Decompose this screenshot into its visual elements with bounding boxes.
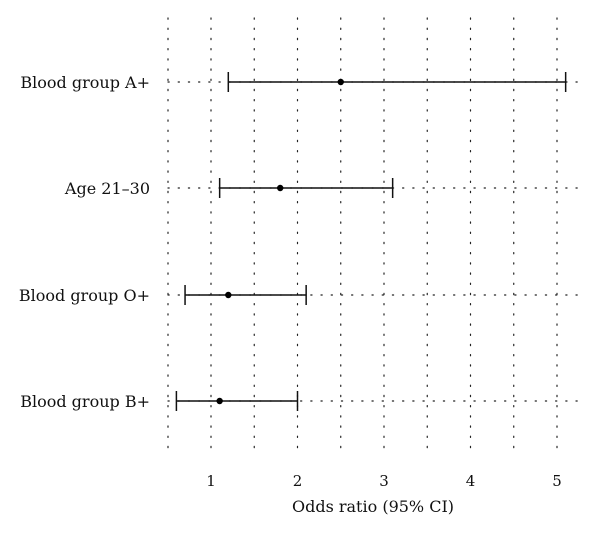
x-tick-label: 5 xyxy=(552,472,562,490)
x-tick-label: 1 xyxy=(206,472,216,490)
odds-ratio-point xyxy=(225,291,232,299)
odds-ratio-point xyxy=(337,78,344,86)
odds-ratio-point xyxy=(277,184,284,192)
x-axis-title: Odds ratio (95% CI) xyxy=(292,497,454,516)
x-tick-label: 2 xyxy=(293,472,303,490)
x-tick-label: 4 xyxy=(466,472,476,490)
odds-ratio-point xyxy=(216,397,223,405)
labels: 1 2 3 4 5 Blood group A+ Age 21–30 Blood group … xyxy=(19,73,562,490)
category-label: Blood group B+ xyxy=(20,392,150,411)
category-label: Blood group O+ xyxy=(19,286,150,305)
x-tick-label: 3 xyxy=(379,472,389,490)
grid xyxy=(167,17,583,456)
category-label: Age 21–30 xyxy=(64,179,150,198)
category-label: Blood group A+ xyxy=(20,73,150,92)
marks xyxy=(175,72,567,411)
